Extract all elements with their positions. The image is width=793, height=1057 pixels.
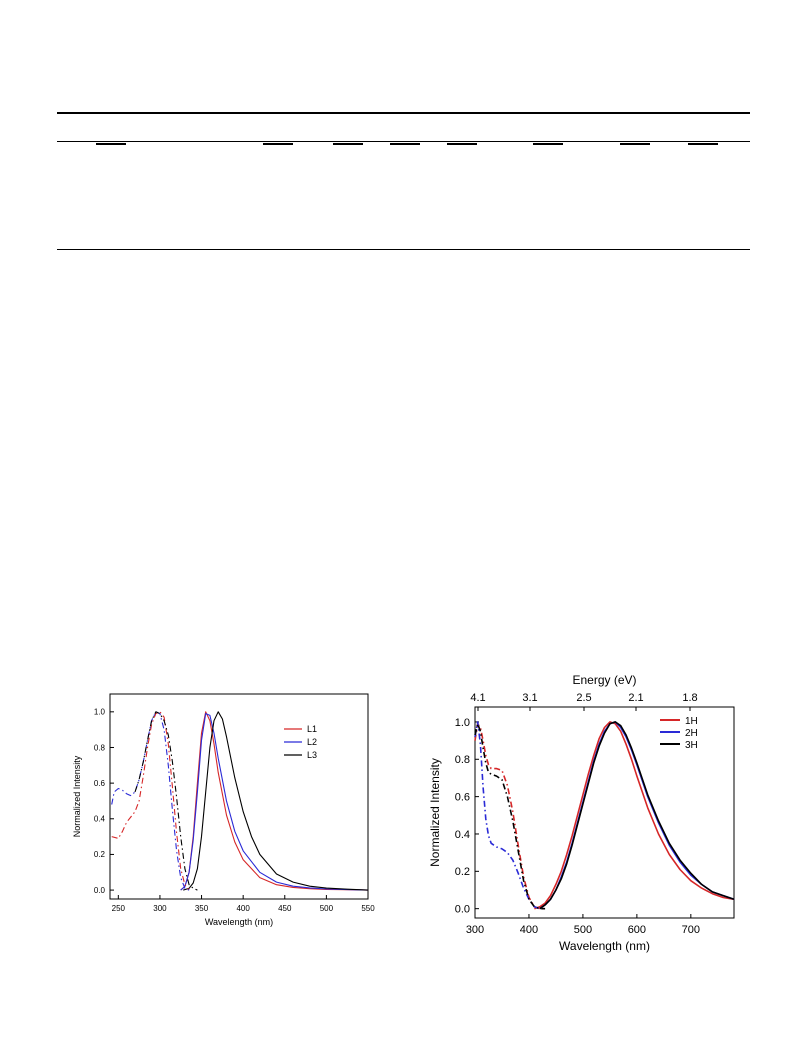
series-line-dashdot-5 xyxy=(134,711,198,891)
y-tick-label: 0.4 xyxy=(94,815,106,824)
energy-tick-label: 4.1 xyxy=(470,692,485,704)
x-tick-label: 300 xyxy=(153,904,167,913)
table-column-rule xyxy=(688,143,718,145)
y-axis-label: Normalized Intensity xyxy=(428,758,442,867)
y-tick-label: 0.0 xyxy=(455,904,470,916)
series-line-l2 xyxy=(180,713,369,891)
x-axis-label: Wavelength (nm) xyxy=(205,917,273,927)
y-tick-label: 0.6 xyxy=(94,779,106,788)
series-line-3h xyxy=(539,721,735,910)
table-bottom-rule xyxy=(57,249,750,250)
table-column-rule xyxy=(263,143,293,145)
energy-axis-label: Energy (eV) xyxy=(572,673,636,687)
y-tick-label: 0.0 xyxy=(94,886,106,895)
x-tick-label: 250 xyxy=(112,904,126,913)
legend-label: L2 xyxy=(307,737,317,747)
table-column-rule xyxy=(390,143,420,145)
y-tick-label: 0.2 xyxy=(455,866,470,878)
x-axis-label: Wavelength (nm) xyxy=(559,939,650,953)
x-tick-label: 500 xyxy=(320,904,334,913)
series-line-l3 xyxy=(183,711,369,891)
y-tick-label: 0.4 xyxy=(455,829,470,841)
series-line-1h xyxy=(534,721,735,910)
table-header-rule xyxy=(57,141,750,142)
x-tick-label: 500 xyxy=(574,924,592,936)
energy-tick-label: 2.5 xyxy=(576,692,591,704)
table-column-rule xyxy=(96,143,126,145)
legend-label: L3 xyxy=(307,750,317,760)
table-column-rule xyxy=(620,143,650,145)
series-line-dashdot-4 xyxy=(111,711,190,891)
x-tick-label: 600 xyxy=(628,924,646,936)
legend-label: 1H xyxy=(685,716,698,727)
y-tick-label: 1.0 xyxy=(455,717,470,729)
table-column-rule xyxy=(333,143,363,145)
x-tick-label: 400 xyxy=(520,924,538,936)
table-column-rule xyxy=(447,143,477,145)
x-tick-label: 350 xyxy=(195,904,209,913)
x-tick-label: 450 xyxy=(278,904,292,913)
x-tick-label: 550 xyxy=(361,904,375,913)
x-tick-label: 400 xyxy=(236,904,250,913)
legend-label: L1 xyxy=(307,724,317,734)
x-tick-label: 300 xyxy=(466,924,484,936)
x-tick-label: 700 xyxy=(682,924,700,936)
y-tick-label: 1.0 xyxy=(94,708,106,717)
y-tick-label: 0.2 xyxy=(94,850,106,859)
plot-frame xyxy=(109,693,369,900)
energy-tick-label: 1.8 xyxy=(682,692,697,704)
table-column-rule xyxy=(533,143,563,145)
series-line-2h xyxy=(539,721,735,910)
series-line-dashdot-5 xyxy=(474,722,546,910)
legend-label: 2H xyxy=(685,728,698,739)
table-top-rule xyxy=(57,112,750,114)
series-line-dashdot-3 xyxy=(474,722,546,910)
y-tick-label: 0.6 xyxy=(455,791,470,803)
energy-tick-label: 2.1 xyxy=(628,692,643,704)
plot-frame xyxy=(474,706,735,919)
y-tick-label: 0.8 xyxy=(455,754,470,766)
y-tick-label: 0.8 xyxy=(94,743,106,752)
legend-label: 3H xyxy=(685,740,698,751)
energy-tick-label: 3.1 xyxy=(522,692,537,704)
y-axis-label: Normalized Intensity xyxy=(72,755,82,837)
series-line-dashdot-4 xyxy=(474,721,546,910)
